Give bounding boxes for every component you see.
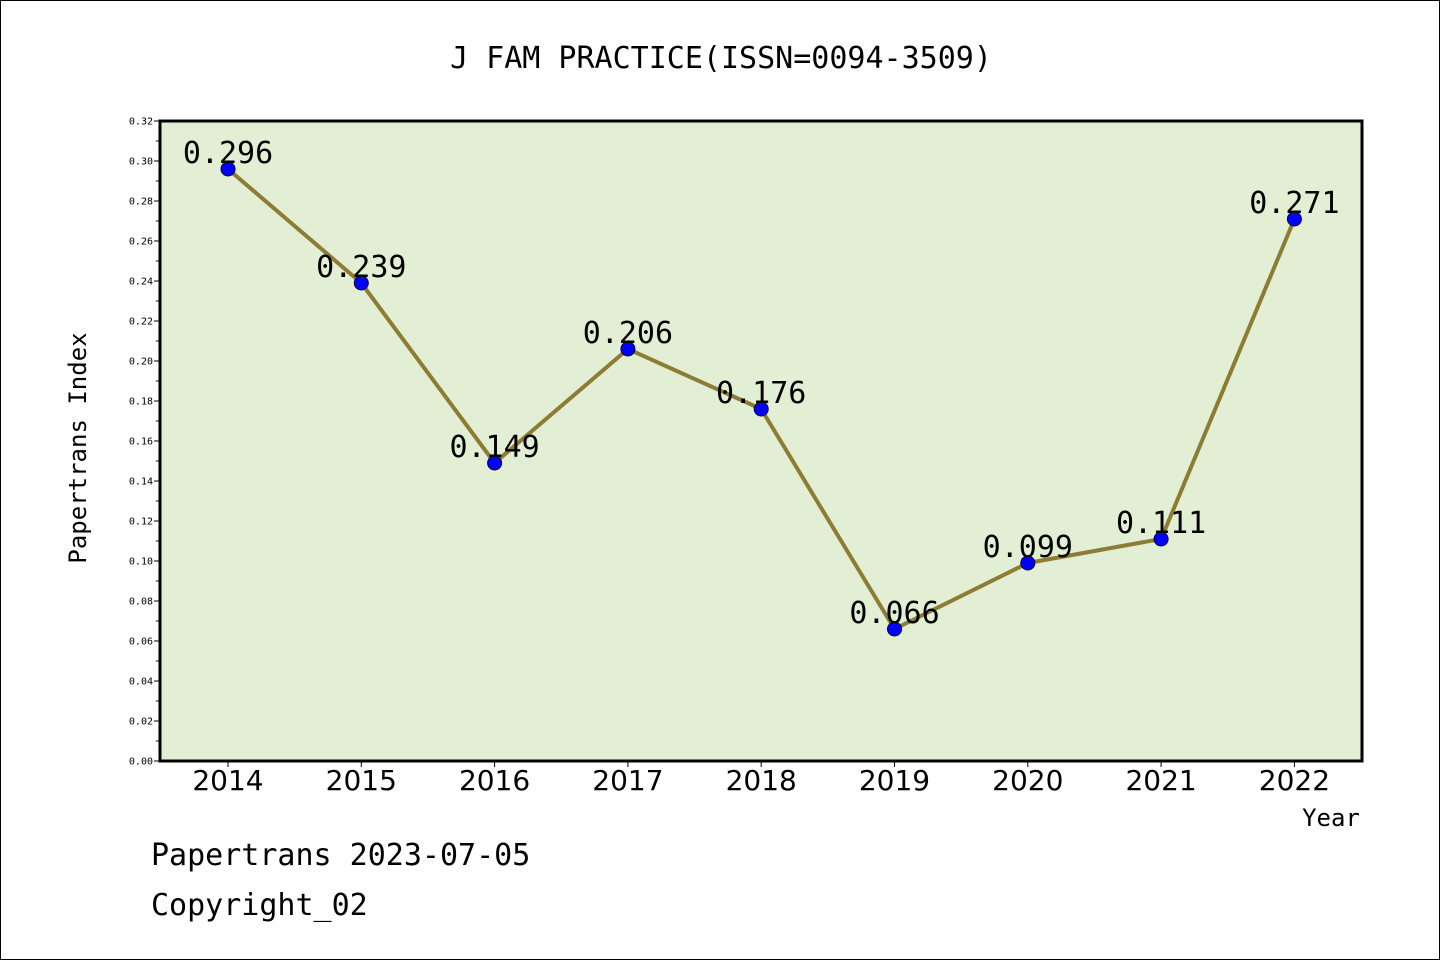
y-tick-label: 0.24 [129,277,153,288]
x-tick-label: 2016 [459,764,530,797]
data-points [220,161,1302,637]
plot-area [158,119,1364,763]
y-tick-label: 0.08 [129,597,153,608]
data-label: 0.206 [583,316,673,351]
data-point [487,455,503,471]
y-tick-label: 0.02 [129,717,153,728]
y-tick-label: 0.28 [129,197,153,208]
data-point [1153,531,1169,547]
data-label: 0.296 [183,136,273,171]
y-axis: 0.00 0.02 0.04 0.06 0.08 0.10 0.12 0.14 0.16 0.18… [129,117,160,768]
y-tick-label: 0.26 [129,237,153,248]
data-label: 0.099 [983,530,1073,565]
chart-title: J FAM PRACTICE(ISSN=0094-3509) [450,41,992,76]
data-point [353,275,369,291]
data-labels: 0.296 0.239 0.149 0.206 0.176 0.066 0.099 0.111… [183,136,1340,631]
data-point [1020,555,1036,571]
x-tick-label: 2014 [192,764,263,797]
y-tick-label: 0.32 [129,117,153,128]
data-label: 0.239 [316,250,406,285]
data-point [887,621,902,637]
y-tick-label: 0.16 [129,437,153,448]
data-label: 0.149 [449,430,539,465]
y-tick-label: 0.06 [129,637,153,648]
x-tick-label: 2019 [859,764,930,797]
x-tick-label: 2017 [592,764,663,797]
data-label: 0.111 [1116,506,1206,541]
data-label: 0.176 [716,376,806,411]
y-tick-label: 0.00 [129,757,153,768]
data-point [1286,211,1302,227]
x-tick-label: 2020 [992,764,1063,797]
x-tick-label: 2015 [326,764,397,797]
y-tick-label: 0.18 [129,397,153,408]
footer-copyright: Copyright_02 [151,888,368,923]
x-axis: 2014 2015 2016 2017 2018 2019 2020 2021 2022 [192,761,1330,797]
y-tick-label: 0.12 [129,517,153,528]
data-point [220,161,236,177]
y-tick-label: 0.14 [129,477,153,488]
y-tick-label: 0.22 [129,317,153,328]
data-point [620,341,636,357]
x-tick-label: 2021 [1125,764,1196,797]
x-tick-label: 2018 [726,764,797,797]
data-label: 0.066 [849,596,939,631]
y-tick-label: 0.30 [129,157,153,168]
footer-date: Papertrans 2023-07-05 [151,838,530,873]
y-tick-label: 0.04 [129,677,153,688]
y-axis-label: Papertrans Index [64,332,92,563]
x-tick-label: 2022 [1259,764,1330,797]
y-tick-label: 0.20 [129,357,153,368]
data-point [753,401,769,417]
x-axis-label: Year [1302,804,1360,832]
y-tick-label: 0.10 [129,557,153,568]
data-label: 0.271 [1249,186,1339,221]
